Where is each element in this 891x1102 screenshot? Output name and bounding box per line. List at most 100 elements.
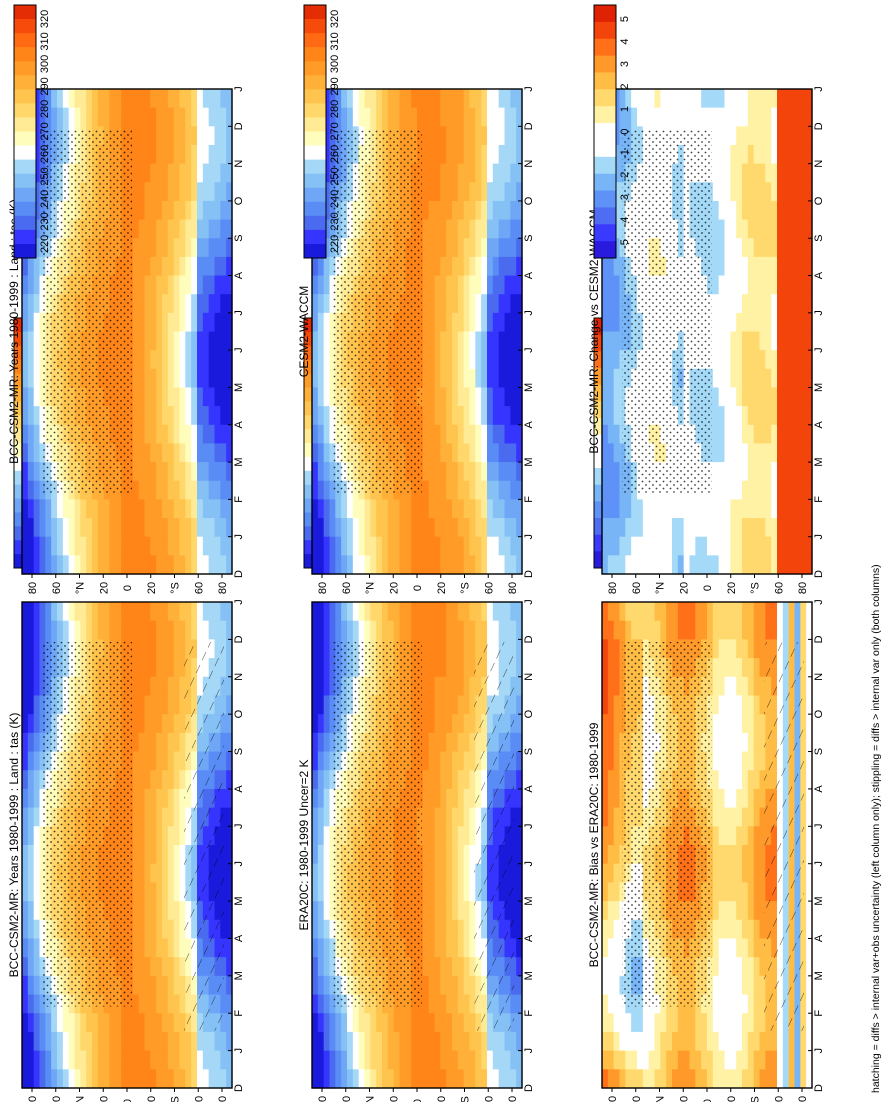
heatmap-cell bbox=[167, 919, 175, 940]
heatmap-cell bbox=[156, 480, 163, 500]
heatmap-cell bbox=[220, 107, 227, 127]
heatmap-cell bbox=[226, 107, 233, 127]
heatmap-cell bbox=[387, 555, 395, 575]
heatmap-cell bbox=[220, 555, 227, 575]
heatmap-cell bbox=[92, 89, 99, 109]
lat-tick-label: 0 bbox=[412, 585, 424, 591]
heatmap-cell bbox=[208, 1050, 216, 1070]
heatmap-cell bbox=[179, 443, 186, 463]
heatmap-cell bbox=[440, 788, 447, 809]
heatmap-cell bbox=[613, 732, 621, 753]
heatmap-cell bbox=[323, 406, 331, 426]
heatmap-cell bbox=[162, 387, 169, 407]
heatmap-cell bbox=[179, 845, 186, 865]
heatmap-cell bbox=[39, 1069, 46, 1089]
heatmap-cell bbox=[718, 938, 726, 958]
month-tick-label: M bbox=[233, 457, 245, 466]
heatmap-cell bbox=[33, 144, 41, 165]
heatmap-cell bbox=[323, 676, 331, 697]
heatmap-cell bbox=[492, 368, 500, 389]
heatmap-cell bbox=[185, 163, 192, 183]
heatmap-cell bbox=[358, 1031, 366, 1052]
heatmap-cell bbox=[162, 994, 169, 1014]
heatmap-cell bbox=[312, 602, 319, 622]
heatmap-cell bbox=[352, 107, 360, 127]
heatmap-cell bbox=[718, 845, 726, 865]
heatmap-cell bbox=[481, 555, 488, 575]
colorbar-swatch bbox=[14, 117, 36, 132]
heatmap-cell bbox=[179, 163, 186, 183]
heatmap-cell bbox=[759, 639, 766, 659]
heatmap-cell bbox=[335, 1050, 342, 1070]
heatmap-cell bbox=[492, 1050, 500, 1070]
heatmap-cell bbox=[806, 826, 813, 846]
heatmap-cell bbox=[45, 620, 52, 640]
heatmap-cell bbox=[469, 368, 476, 389]
heatmap-cell bbox=[422, 882, 430, 902]
colorbar-swatch bbox=[14, 215, 36, 231]
heatmap-cell bbox=[613, 770, 621, 790]
heatmap-cell bbox=[185, 350, 192, 370]
heatmap-cell bbox=[446, 695, 453, 715]
heatmap-cell bbox=[352, 555, 360, 575]
heatmap-cell bbox=[167, 807, 175, 827]
heatmap-cell bbox=[144, 957, 151, 977]
heatmap-cell bbox=[317, 294, 325, 314]
heatmap-cell bbox=[475, 331, 482, 351]
heatmap-cell bbox=[138, 602, 146, 622]
heatmap-cell bbox=[226, 676, 233, 697]
heatmap-cell bbox=[440, 89, 447, 109]
heatmap-cell bbox=[422, 424, 430, 445]
heatmap-cell bbox=[138, 238, 146, 258]
heatmap-cell bbox=[156, 275, 163, 295]
heatmap-cell bbox=[179, 555, 186, 575]
heatmap-cell bbox=[33, 882, 41, 902]
heatmap-cell bbox=[162, 845, 169, 865]
heatmap-cell bbox=[452, 406, 459, 426]
heatmap-cell bbox=[22, 845, 29, 865]
heatmap-cell bbox=[45, 89, 52, 109]
heatmap-cell bbox=[45, 536, 52, 556]
heatmap-cell bbox=[683, 620, 691, 640]
heatmap-cell bbox=[191, 368, 198, 389]
heatmap-cell bbox=[214, 350, 221, 370]
heatmap-cell bbox=[446, 424, 453, 445]
heatmap-cell bbox=[498, 387, 506, 407]
colorbar-label: 280 bbox=[329, 100, 341, 118]
heatmap-cell bbox=[510, 536, 517, 556]
heatmap-cell bbox=[492, 275, 500, 295]
colorbar-label: 220 bbox=[329, 235, 341, 253]
heatmap-cell bbox=[317, 975, 325, 996]
heatmap-cell bbox=[399, 499, 406, 519]
heatmap-cell bbox=[487, 200, 494, 221]
heatmap-cell bbox=[167, 994, 175, 1014]
heatmap-cell bbox=[156, 957, 163, 977]
heatmap-cell bbox=[33, 555, 41, 575]
heatmap-cell bbox=[191, 200, 198, 221]
heatmap-cell bbox=[469, 919, 476, 940]
month-tick-label: D bbox=[523, 570, 535, 578]
heatmap-cell bbox=[115, 107, 122, 127]
heatmap-cell bbox=[33, 788, 41, 809]
heatmap-cell bbox=[434, 256, 441, 277]
heatmap-cell bbox=[144, 238, 151, 258]
heatmap-cell bbox=[312, 462, 319, 482]
heatmap-cell bbox=[214, 107, 221, 127]
heatmap-cell bbox=[27, 1069, 35, 1089]
heatmap-cell bbox=[162, 443, 169, 463]
heatmap-cell bbox=[742, 975, 749, 996]
heatmap-cell bbox=[214, 499, 221, 519]
heatmap-cell bbox=[759, 732, 766, 753]
heatmap-cell bbox=[487, 424, 494, 445]
heatmap-cell bbox=[51, 107, 58, 127]
heatmap-cell bbox=[747, 714, 755, 734]
heatmap-cell bbox=[22, 480, 29, 500]
heatmap-cell bbox=[440, 882, 447, 902]
heatmap-cell bbox=[150, 424, 157, 445]
heatmap-cell bbox=[220, 424, 227, 445]
heatmap-cell bbox=[80, 536, 87, 556]
lat-tick-label: 80 bbox=[217, 582, 229, 594]
lat-tick-label: 0 bbox=[412, 1099, 424, 1102]
heatmap-cell bbox=[677, 602, 685, 622]
heatmap-cell bbox=[323, 518, 331, 538]
